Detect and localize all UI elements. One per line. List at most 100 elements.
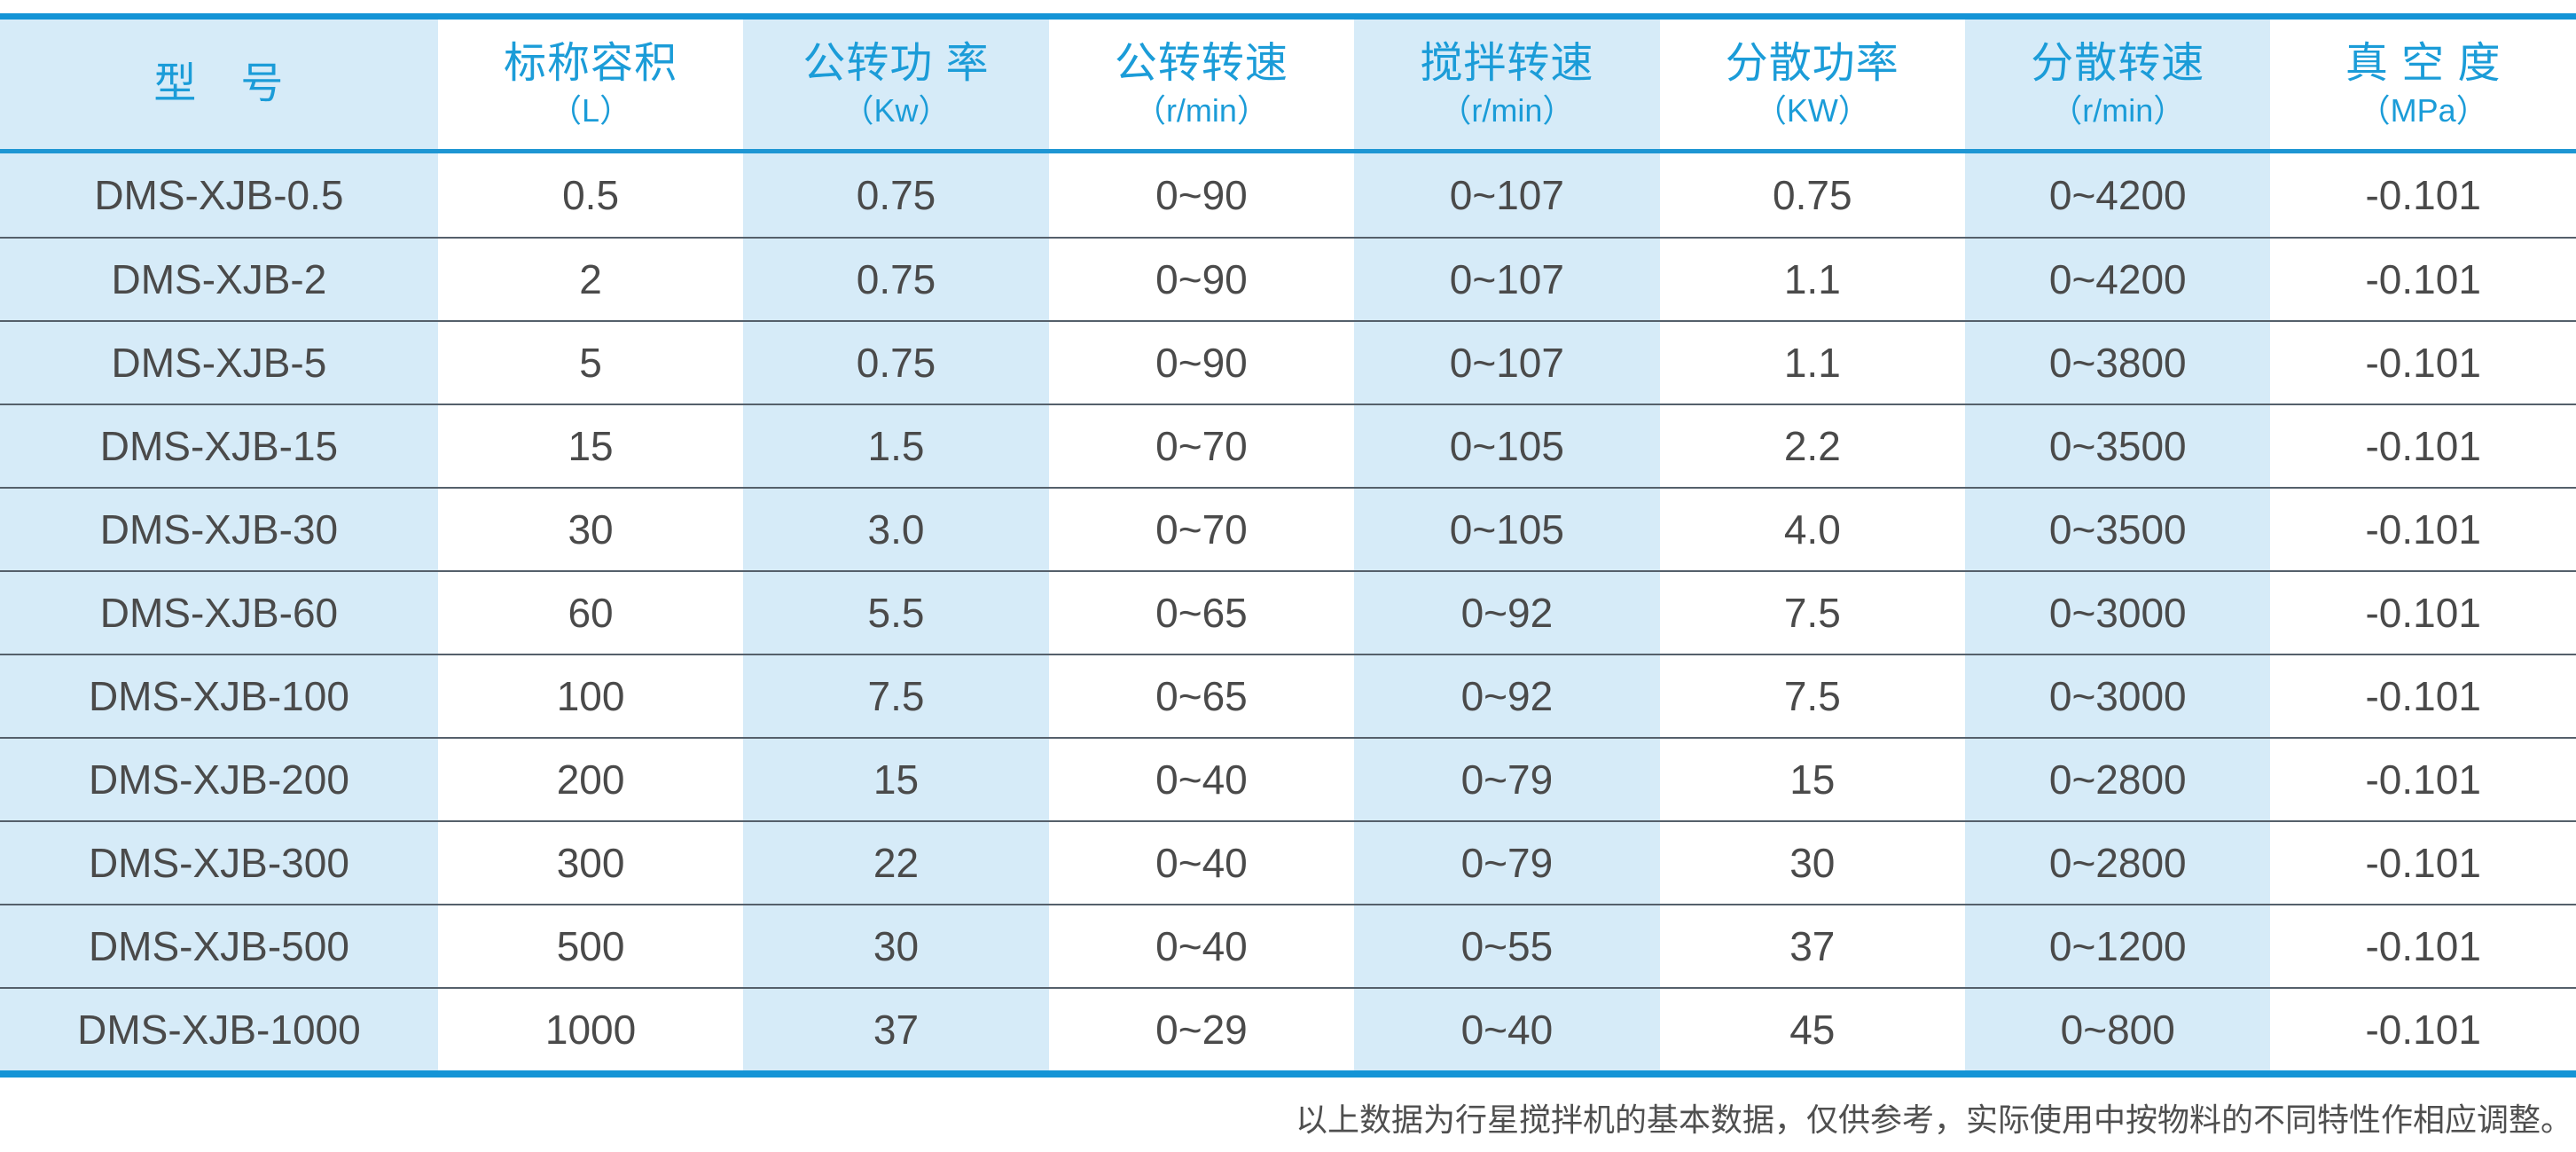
table-cell: 22 — [743, 822, 1049, 904]
model-cell: DMS-XJB-30 — [0, 489, 438, 570]
table-cell: 0.5 — [562, 172, 620, 218]
table-cell: 5 — [579, 340, 602, 386]
table-cell: 1000 — [544, 1007, 637, 1053]
model-cell: DMS-XJB-200 — [0, 739, 438, 820]
table-cell: -0.101 — [2365, 756, 2481, 803]
table-cell: 0~65 — [1155, 673, 1248, 719]
table-cell: 5.5 — [743, 572, 1049, 654]
table-cell: 0~40 — [1155, 840, 1248, 886]
column-header-label: 分散转速 — [2031, 40, 2205, 87]
model-cell: DMS-XJB-0.5 — [0, 153, 438, 237]
table-cell: -0.101 — [2365, 172, 2481, 218]
table-cell: 0~90 — [1155, 256, 1248, 302]
table-row: DMS-XJB-5 5 0.75 0~90 0~107 1.1 0~3800 -… — [0, 320, 2576, 404]
table-cell: 1.1 — [1783, 256, 1841, 302]
table-row: DMS-XJB-100 100 7.5 0~65 0~92 7.5 0~3000… — [0, 654, 2576, 737]
table-cell: 0~40 — [1155, 923, 1248, 969]
column-header-unit: （MPa） — [2358, 92, 2488, 129]
table-cell: 0~29 — [1155, 1007, 1248, 1053]
table-row: DMS-XJB-15 15 1.5 0~70 0~105 2.2 0~3500 … — [0, 404, 2576, 487]
table-cell: 0~107 — [1354, 239, 1660, 320]
table-cell: 0~107 — [1354, 153, 1660, 237]
column-header-nominal-volume: 标称容积 （L） — [438, 20, 743, 149]
table-cell: -0.101 — [2365, 1007, 2481, 1053]
table-cell: 15 — [743, 739, 1049, 820]
table-cell: 7.5 — [1783, 590, 1841, 636]
table-cell: 0~92 — [1354, 655, 1660, 737]
table-cell: 0~2800 — [1965, 822, 2271, 904]
model-cell: DMS-XJB-500 — [0, 905, 438, 987]
table-cell: 0~92 — [1354, 572, 1660, 654]
model-cell: DMS-XJB-5 — [0, 322, 438, 404]
table-cell: 0~800 — [1965, 989, 2271, 1070]
table-row: DMS-XJB-0.5 0.5 0.75 0~90 0~107 0.75 0~4… — [0, 153, 2576, 237]
table-cell: -0.101 — [2365, 423, 2481, 469]
column-header-unit: （r/min） — [1439, 92, 1575, 129]
table-cell: 0.75 — [743, 153, 1049, 237]
table-cell: -0.101 — [2365, 506, 2481, 552]
table-cell: 0.75 — [1773, 172, 1852, 218]
column-header-unit: （r/min） — [2050, 92, 2186, 129]
model-cell: DMS-XJB-2 — [0, 239, 438, 320]
column-header-unit: （KW） — [1754, 92, 1870, 129]
table-cell: -0.101 — [2365, 590, 2481, 636]
table-cell: 0~79 — [1354, 822, 1660, 904]
model-cell: DMS-XJB-60 — [0, 572, 438, 654]
table-cell: 300 — [556, 840, 625, 886]
table-header-row: 型 号 标称容积 （L） 公转功 率 （Kw） 公转转速 （r/min） 搅拌转… — [0, 20, 2576, 153]
table-cell: 0~65 — [1155, 590, 1248, 636]
table-cell: 0~90 — [1155, 340, 1248, 386]
table-cell: 0~3500 — [1965, 405, 2271, 487]
table-cell: 0~70 — [1155, 506, 1248, 552]
column-header-label: 分散功率 — [1725, 40, 1899, 87]
table-cell: 0~3500 — [1965, 489, 2271, 570]
column-header-stirring-speed: 搅拌转速 （r/min） — [1354, 20, 1660, 149]
table-cell: -0.101 — [2365, 340, 2481, 386]
column-header-unit: （Kw） — [842, 92, 951, 129]
table-cell: 7.5 — [1783, 673, 1841, 719]
column-header-label: 标称容积 — [504, 40, 678, 87]
column-header-label: 公转转速 — [1114, 40, 1288, 87]
table-cell: 0~3000 — [1965, 655, 2271, 737]
model-cell: DMS-XJB-300 — [0, 822, 438, 904]
table-cell: 2 — [579, 256, 602, 302]
column-header-unit: （r/min） — [1133, 92, 1269, 129]
table-cell: 0~90 — [1155, 172, 1248, 218]
table-row: DMS-XJB-200 200 15 0~40 0~79 15 0~2800 -… — [0, 737, 2576, 820]
table-cell: 100 — [556, 673, 625, 719]
model-cell: DMS-XJB-1000 — [0, 989, 438, 1070]
table-cell: -0.101 — [2365, 256, 2481, 302]
table-cell: 0~70 — [1155, 423, 1248, 469]
table-cell: 60 — [568, 590, 614, 636]
spec-table: 型 号 标称容积 （L） 公转功 率 （Kw） 公转转速 （r/min） 搅拌转… — [0, 13, 2576, 1078]
column-header-dispersion-speed: 分散转速 （r/min） — [1965, 20, 2271, 149]
table-cell: 0~3800 — [1965, 322, 2271, 404]
table-cell: 0~55 — [1354, 905, 1660, 987]
table-cell: 0~40 — [1155, 756, 1248, 803]
table-cell: 7.5 — [743, 655, 1049, 737]
column-header-model: 型 号 — [0, 20, 438, 149]
table-row: DMS-XJB-60 60 5.5 0~65 0~92 7.5 0~3000 -… — [0, 570, 2576, 654]
table-cell: 0~1200 — [1965, 905, 2271, 987]
table-cell: 0~107 — [1354, 322, 1660, 404]
column-header-label: 搅拌转速 — [1420, 40, 1594, 87]
table-cell: 500 — [556, 923, 625, 969]
table-cell: 0~4200 — [1965, 239, 2271, 320]
table-cell: 30 — [743, 905, 1049, 987]
footnote: 以上数据为行星搅拌机的基本数据，仅供参考，实际使用中按物料的不同特性作相应调整。 — [1295, 1102, 2572, 1139]
table-cell: 0~3000 — [1965, 572, 2271, 654]
column-header-label: 公转功 率 — [803, 40, 990, 87]
table-cell: 2.2 — [1783, 423, 1841, 469]
model-cell: DMS-XJB-100 — [0, 655, 438, 737]
table-cell: 37 — [1789, 923, 1836, 969]
table-cell: -0.101 — [2365, 673, 2481, 719]
table-cell: -0.101 — [2365, 923, 2481, 969]
table-cell: 0~4200 — [1965, 153, 2271, 237]
model-cell: DMS-XJB-15 — [0, 405, 438, 487]
table-cell: 37 — [743, 989, 1049, 1070]
column-header-vacuum-degree: 真 空 度 （MPa） — [2270, 20, 2575, 149]
table-cell: 30 — [568, 506, 614, 552]
table-cell: 0~40 — [1354, 989, 1660, 1070]
table-cell: 4.0 — [1783, 506, 1841, 552]
